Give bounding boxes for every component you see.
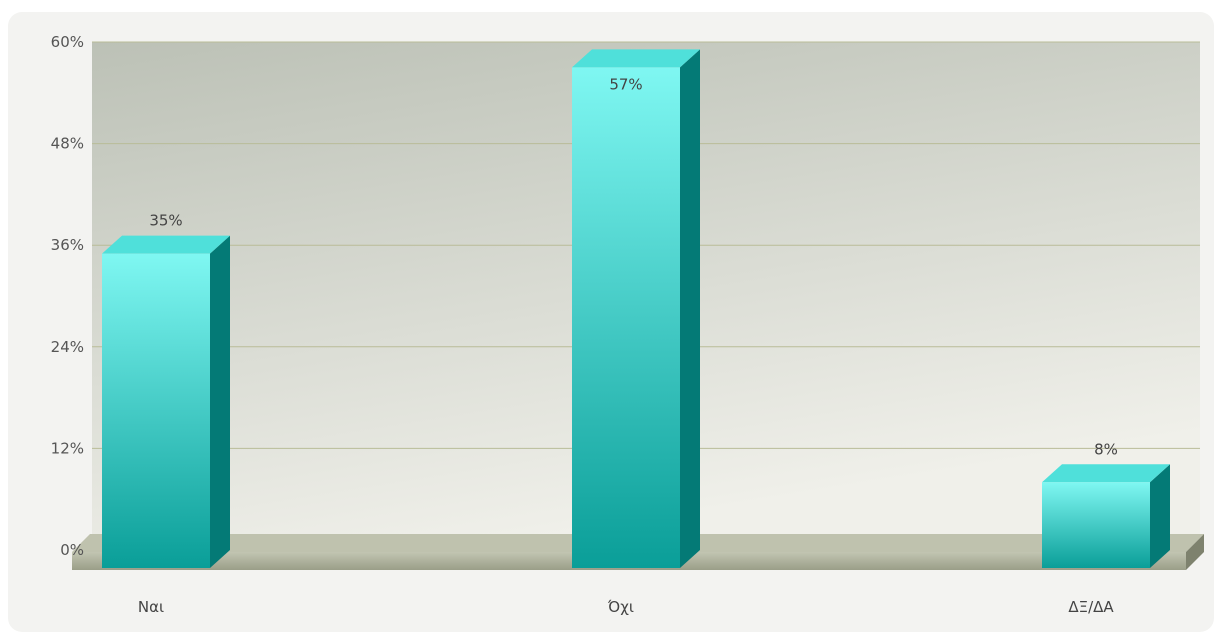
x-tick-label: Ναι xyxy=(138,598,164,616)
data-label: 8% xyxy=(1094,440,1118,458)
data-label: 57% xyxy=(609,75,642,93)
bar-top xyxy=(1042,464,1170,483)
floor-side xyxy=(1186,534,1204,570)
y-tick-label: 60% xyxy=(51,33,84,51)
bar-side xyxy=(1150,464,1170,568)
bar-top xyxy=(102,235,230,254)
y-tick-label: 12% xyxy=(51,439,84,457)
bar xyxy=(572,67,680,569)
data-label: 35% xyxy=(149,212,182,230)
y-tick-label: 0% xyxy=(60,541,84,559)
bar xyxy=(1042,482,1150,568)
y-tick-label: 36% xyxy=(51,236,84,254)
x-tick-label: ΔΞ/ΔΑ xyxy=(1068,598,1114,616)
y-tick-label: 48% xyxy=(51,135,84,153)
y-tick-label: 24% xyxy=(51,338,84,356)
x-tick-label: Όχι xyxy=(607,598,634,616)
bar-top xyxy=(572,49,700,68)
bar-side xyxy=(680,49,700,568)
bar-side xyxy=(210,235,230,568)
bar xyxy=(102,253,210,568)
